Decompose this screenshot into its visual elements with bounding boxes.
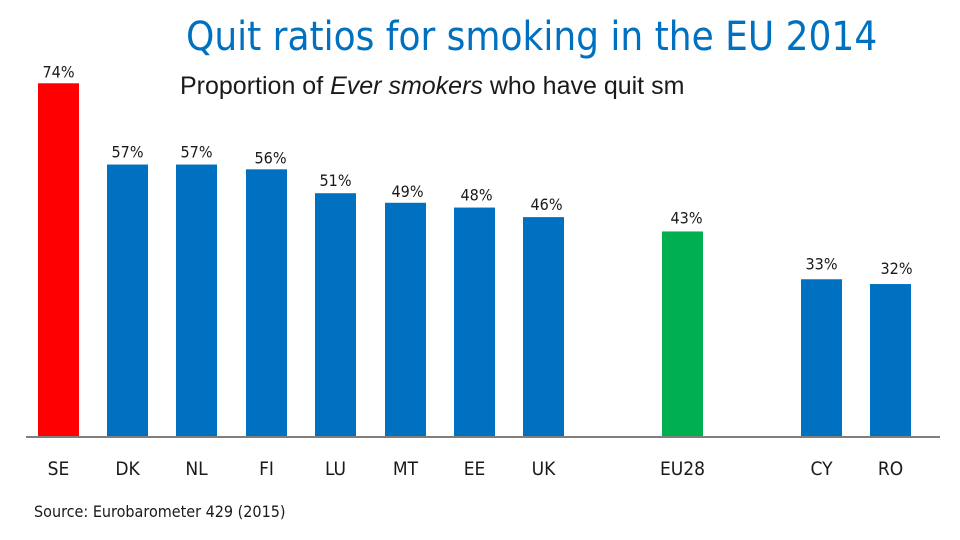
bar-lu [315,193,356,437]
category-label-ro: RO [878,458,903,480]
value-label-ro: 32% [881,259,913,278]
category-label-fi: FI [259,458,274,480]
value-label-nl: 57% [181,143,213,162]
value-label-lu: 51% [320,171,352,190]
value-label-fi: 56% [255,148,287,167]
category-label-dk: DK [115,458,140,480]
value-labels-group: 74% 57% 57% 56% 51% 49% 48% 46% 43% 33% 32% [43,62,913,278]
category-label-nl: NL [185,458,208,480]
bar-se [38,83,79,437]
bar-ee [454,207,495,437]
value-label-uk: 46% [531,195,563,214]
value-label-se: 74% [43,62,75,81]
subtitle-text-start: Proportion of [180,72,331,100]
bar-ro [870,284,911,437]
value-label-ee: 48% [461,186,493,205]
subtitle-emphasis: Ever smokers [330,72,483,100]
category-label-uk: UK [532,458,557,480]
subtitle-text-end: who have quit sm [482,72,685,100]
category-label-mt: MT [393,458,419,480]
bars-group [38,83,911,438]
value-label-dk: 57% [112,143,144,162]
bar-uk [523,217,564,437]
category-labels-group: SE DK NL FI LU MT EE UK EU28 CY RO [48,458,903,480]
bar-dk [107,164,148,438]
category-label-se: SE [48,458,70,480]
value-label-mt: 49% [392,182,424,201]
category-label-ee: EE [464,458,486,480]
chart-title: Quit ratios for smoking in the EU 2014 [186,14,878,60]
source-note: Source: Eurobarometer 429 (2015) [34,502,286,521]
category-label-cy: CY [810,458,833,480]
value-label-eu28: 43% [671,208,703,227]
bar-cy [801,279,842,437]
bar-mt [385,202,426,437]
chart-subtitle: Proportion of Ever smokers who have quit… [180,72,684,101]
category-label-lu: LU [325,458,346,480]
bar-eu28 [662,231,703,437]
category-label-eu28: EU28 [660,458,705,480]
value-label-cy: 33% [806,254,838,273]
bar-nl [176,164,217,438]
bar-fi [246,169,287,437]
